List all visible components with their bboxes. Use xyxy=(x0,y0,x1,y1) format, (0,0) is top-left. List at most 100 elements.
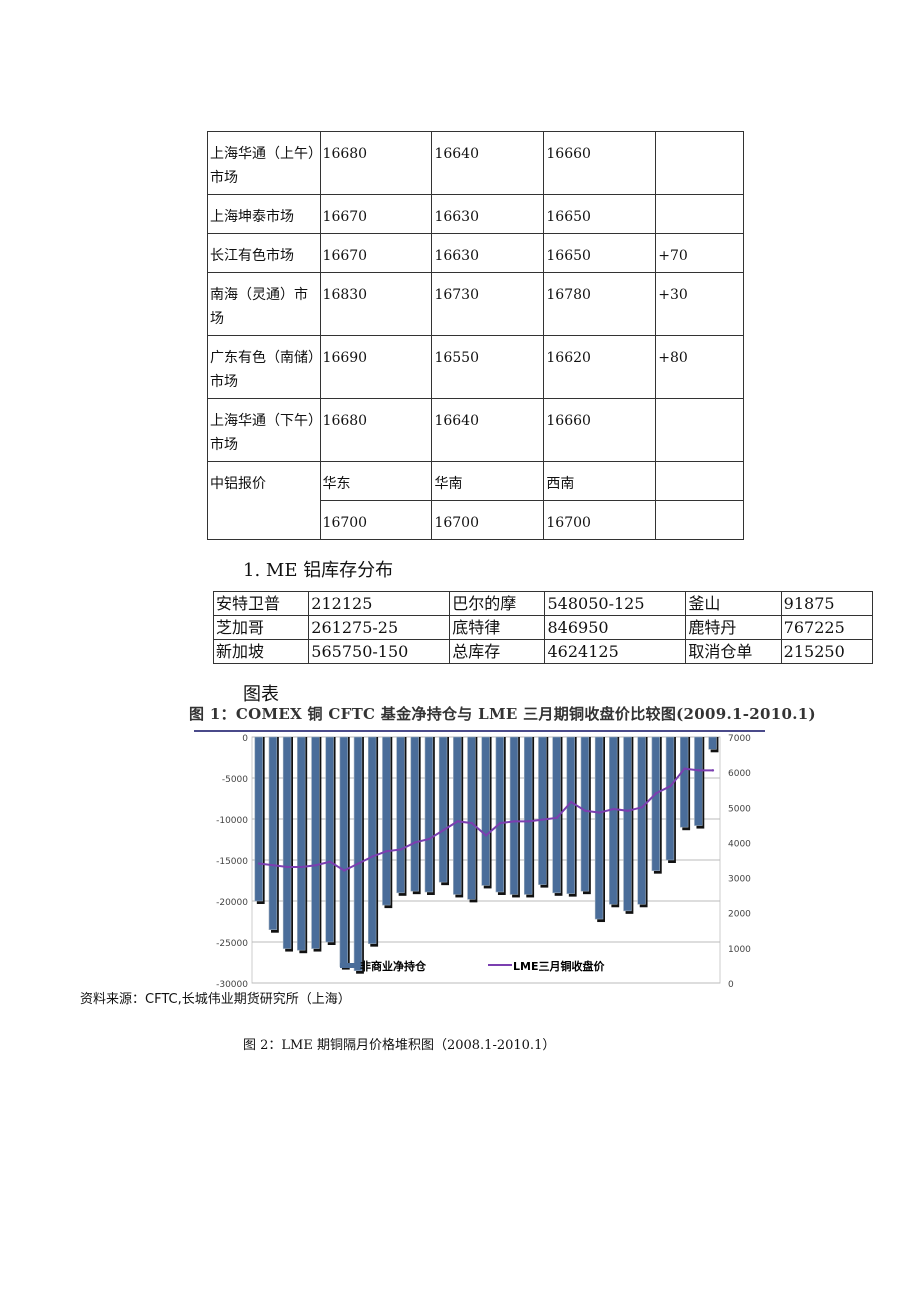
y-left-tick-label: -25000 xyxy=(216,939,248,949)
chart-heading: 图表 xyxy=(243,684,279,705)
bar xyxy=(623,736,632,912)
bar xyxy=(297,736,306,951)
bar xyxy=(396,736,405,894)
table-cell: 16830 xyxy=(319,272,433,336)
bar xyxy=(268,736,278,930)
y-left-tick-label: 0 xyxy=(242,734,248,744)
table-row: 广东有色（南储）市场 16690 16550 16620 +80 xyxy=(207,335,744,399)
table-cell: +80 xyxy=(655,335,744,399)
table-cell: 16690 xyxy=(319,335,433,399)
line-point xyxy=(428,837,431,841)
table-row: 安特卫普 212125 巴尔的摩 548050-125 釜山 91875 xyxy=(212,591,874,616)
line-point xyxy=(626,809,630,812)
table-cell: 16630 xyxy=(431,194,545,234)
table-cell: 16730 xyxy=(431,272,545,336)
line-point xyxy=(527,820,530,823)
table-row: 长江有色市场 16670 16630 16650 +70 xyxy=(207,233,744,273)
line-point xyxy=(584,809,587,812)
bar xyxy=(637,736,646,905)
comex-lme-chart: 0 -5000 -10000 -15000 -20000 -25000 -30000 7000… xyxy=(194,730,765,990)
table-cell: 总库存 xyxy=(449,639,546,664)
bar xyxy=(311,736,320,949)
stock-table: 安特卫普 212125 巴尔的摩 548050-125 釜山 91875 芝加哥 261275… xyxy=(212,591,874,664)
table-cell: 上海华通（下午）市场 xyxy=(207,398,321,462)
line-point xyxy=(541,818,544,821)
table-cell: 16640 xyxy=(431,398,545,462)
table-cell: 釜山 xyxy=(685,591,782,616)
line-point xyxy=(399,848,403,851)
table-cell: 16650 xyxy=(543,233,657,273)
table-cell: 长江有色市场 xyxy=(207,233,321,273)
table-cell: 16660 xyxy=(543,398,657,462)
line-point xyxy=(555,816,559,820)
bar xyxy=(708,736,717,750)
y-right-tick-label: 7000 xyxy=(728,734,751,744)
line-point xyxy=(569,800,573,804)
table-cell: 16700 xyxy=(431,500,545,540)
bar xyxy=(481,736,490,886)
line-point xyxy=(442,828,445,832)
table-cell: 安特卫普 xyxy=(212,591,310,616)
legend-line-label: LME三月铜收盘价 xyxy=(513,959,605,973)
table-cell: 底特律 xyxy=(449,615,546,640)
bar xyxy=(453,736,462,895)
bar xyxy=(566,736,575,894)
table-row: 16700 16700 16700 xyxy=(208,500,744,540)
table-cell: 中铝报价 xyxy=(207,461,321,540)
table-cell: 16550 xyxy=(431,335,545,399)
line-point xyxy=(598,811,601,814)
table-cell: 16680 xyxy=(319,398,433,462)
bar xyxy=(538,736,547,885)
table-row: 南海（灵通）市场 16830 16730 16780 +30 xyxy=(207,272,744,336)
section-heading: 1. ME 铝库存分布 xyxy=(243,560,394,581)
bar xyxy=(282,736,292,949)
table-cell xyxy=(655,194,744,234)
table-cell: 16680 xyxy=(319,131,433,195)
line-point xyxy=(711,769,715,772)
figure2-caption: 图 2：LME 期铜隔月价格堆积图（2008.1-2010.1） xyxy=(243,1038,556,1053)
source-note: 资料来源：CFTC,长城伟业期货研究所（上海） xyxy=(80,992,351,1007)
bar xyxy=(367,736,377,944)
table-cell: 华南 xyxy=(431,461,545,501)
table-cell: +30 xyxy=(655,272,744,336)
y-right-tick-label: 3000 xyxy=(728,875,751,885)
line-point xyxy=(654,792,658,795)
line-point xyxy=(357,862,360,865)
bar xyxy=(424,736,434,893)
table-cell: 广东有色（南储）市场 xyxy=(207,335,321,399)
line-point xyxy=(484,834,488,837)
bar xyxy=(594,736,604,920)
table-cell: 548050-125 xyxy=(544,591,687,616)
bar xyxy=(325,736,334,943)
line-point xyxy=(314,864,318,867)
bar xyxy=(665,736,675,861)
table-cell: 南海（灵通）市场 xyxy=(207,272,321,336)
table-cell: 16620 xyxy=(543,335,657,399)
table-cell: 上海华通（上午）市场 xyxy=(207,131,321,195)
table-cell xyxy=(655,131,744,195)
bar xyxy=(694,736,703,826)
bar xyxy=(651,736,661,871)
bar xyxy=(609,736,618,905)
table-cell: 215250 xyxy=(780,639,874,664)
y-left-tick-label: -10000 xyxy=(216,816,248,826)
bar xyxy=(353,736,363,971)
y-right-tick-label: 2000 xyxy=(728,910,751,920)
table-cell: 芝加哥 xyxy=(212,615,310,640)
table-cell: 4624125 xyxy=(544,639,687,664)
table-cell xyxy=(655,500,744,540)
table-cell: 16700 xyxy=(543,500,657,540)
table-cell: 巴尔的摩 xyxy=(449,591,546,616)
table-cell: 91875 xyxy=(780,591,874,616)
line-point xyxy=(498,821,502,825)
bar xyxy=(410,736,419,892)
table-cell: 16670 xyxy=(319,194,433,234)
line-point xyxy=(328,860,332,863)
line-point xyxy=(697,769,700,772)
bar xyxy=(679,736,689,828)
table-cell xyxy=(655,461,744,501)
table-cell: 16630 xyxy=(431,233,545,273)
y-right-tick-label: 1000 xyxy=(728,945,751,955)
table-row: 上海华通（上午）市场 16680 16640 16660 xyxy=(207,131,744,195)
line-point xyxy=(456,820,459,823)
